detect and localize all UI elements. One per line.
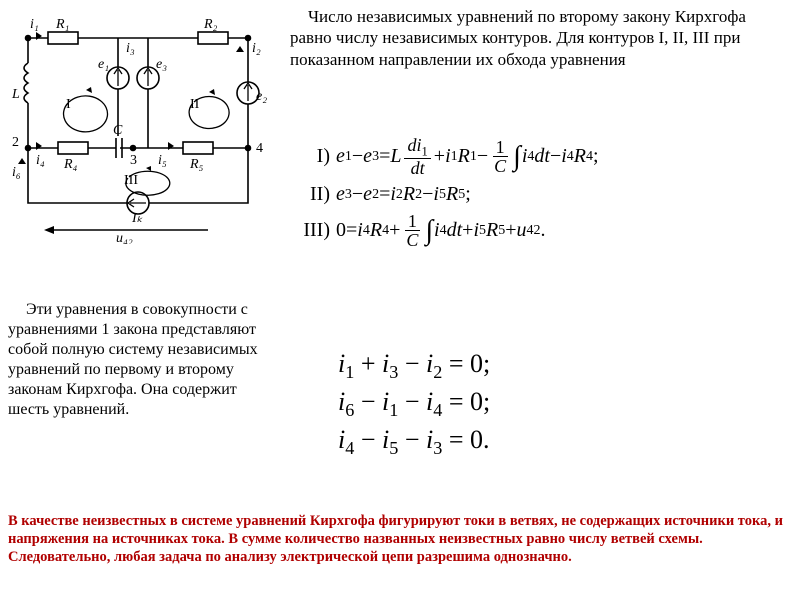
paragraph-unknowns: В качестве неизвестных в системе уравнен… [8,512,790,566]
lbl-i5: i₅ [158,153,167,168]
lbl-i3: i₃ [126,41,135,56]
kvl-equations: I) e1 − e3 = L di1dt + i1R1 − 1C ∫i4dt −… [290,130,790,255]
lbl-i2: i₂ [252,41,261,56]
lbl-n2: 2 [12,135,19,150]
kcl-row-2: i6 − i1 − i4 = 0; [338,387,490,421]
lbl-R5: R₅ [189,157,204,172]
lbl-e2: e₂ [256,89,267,104]
roman-3: III) [290,219,330,242]
lbl-u42: u₄₂ [116,231,133,244]
paragraph-kvl-intro: Число независимых уравнений по второму з… [290,6,790,70]
eq-row-2: II) e3 − e2 = i2R2 − i5R5; [290,183,790,206]
kcl-row-3: i4 − i5 − i3 = 0. [338,425,490,459]
lbl-i4: i₄ [36,153,45,168]
circuit-diagram: i₁ R₁ e₁ i₃ e₃ R₂ i₂ L I II e₂ 2 i₄ R₄ C… [8,8,268,244]
lbl-e3: e₃ [156,57,167,72]
lbl-loopI: I [66,97,71,112]
lbl-R1: R₁ [55,17,69,32]
kcl-row-1: i1 + i3 − i2 = 0; [338,349,490,383]
roman-1: I) [290,145,330,168]
lbl-C: C [113,123,123,138]
lbl-e1: e₁ [98,57,109,72]
lbl-loopII: II [190,97,200,112]
lbl-R2: R₂ [203,17,218,32]
lbl-i1: i₁ [30,17,39,32]
roman-2: II) [290,183,330,206]
paragraph-system: Эти уравнения в совокупности с уравнения… [8,300,268,420]
lbl-R4: R₄ [63,157,78,172]
lbl-Ik: Iₖ [131,211,144,226]
lbl-i6: i₆ [12,165,21,180]
kcl-equations: i1 + i3 − i2 = 0; i6 − i1 − i4 = 0; i4 −… [338,345,490,464]
lbl-n4: 4 [256,141,263,156]
lbl-n3: 3 [130,153,137,168]
eq-row-3: III) 0 = i4R4 + 1C ∫i4dt + i5R5 + u42. [290,212,790,249]
lbl-L: L [11,87,20,102]
lbl-loopIII: III [124,173,138,188]
eq-row-1: I) e1 − e3 = L di1dt + i1R1 − 1C ∫i4dt −… [290,136,790,177]
